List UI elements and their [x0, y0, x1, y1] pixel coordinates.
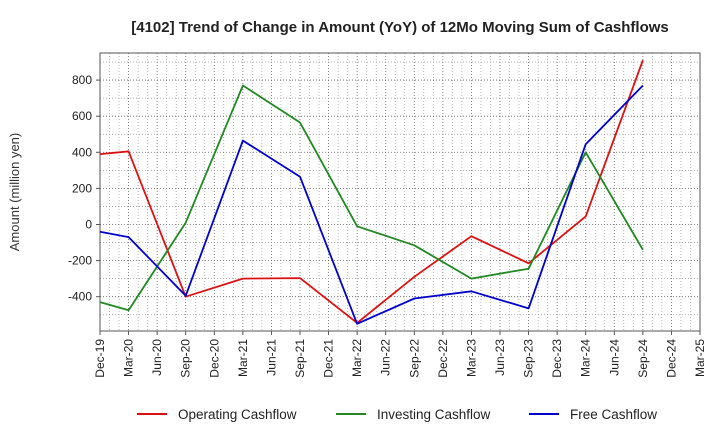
x-tick-label: Dec-21 — [322, 339, 336, 378]
y-tick-label: 800 — [72, 73, 92, 87]
x-tick-label: Jun-21 — [264, 339, 278, 376]
x-tick-label: Jun-24 — [607, 339, 621, 376]
chart-title: [4102] Trend of Change in Amount (YoY) o… — [131, 19, 669, 36]
x-tick-label: Jun-22 — [379, 339, 393, 376]
grid — [100, 53, 700, 331]
x-tick-label: Dec-22 — [436, 339, 450, 378]
plot-frame — [99, 52, 701, 332]
series-line-investing-cashflow — [99, 84, 644, 312]
legend: Operating Cashflow Investing Cashflow Free… — [137, 407, 657, 422]
x-tick-label: Mar-25 — [693, 339, 707, 377]
x-tick-label: Sep-23 — [522, 339, 536, 378]
y-tick-label: 400 — [72, 145, 92, 159]
series-line-free-cashflow — [99, 84, 644, 325]
x-tick-label: Sep-21 — [293, 339, 307, 378]
x-tick-label: Dec-19 — [93, 339, 107, 378]
series-group — [99, 59, 644, 325]
x-tick-label: Mar-22 — [350, 339, 364, 377]
x-tick-label: Dec-23 — [550, 339, 564, 378]
y-tick-label: 200 — [72, 181, 92, 195]
x-tick-label: Sep-24 — [636, 339, 650, 378]
x-tick-label: Sep-20 — [179, 339, 193, 378]
y-tick-label: 600 — [72, 109, 92, 123]
x-tick-label: Dec-20 — [207, 339, 221, 378]
series-line-operating-cashflow — [99, 59, 644, 324]
x-tick-label: Mar-20 — [122, 339, 136, 377]
y-tick-label: 0 — [85, 217, 92, 231]
x-axis: Dec-19 Mar-20 Jun-20 Sep-20 Dec-20 Mar-21 Jun-… — [93, 331, 707, 378]
y-axis: -400 -200 0 200 400 600 800 — [68, 73, 100, 304]
x-tick-label: Mar-21 — [236, 339, 250, 377]
legend-label: Investing Cashflow — [377, 407, 491, 422]
x-tick-label: Mar-23 — [464, 339, 478, 377]
x-tick-label: Jun-23 — [493, 339, 507, 376]
y-tick-label: -400 — [68, 290, 92, 304]
legend-label: Operating Cashflow — [178, 407, 297, 422]
x-tick-label: Sep-22 — [407, 339, 421, 378]
x-tick-label: Mar-24 — [579, 339, 593, 377]
x-tick-label: Jun-20 — [150, 339, 164, 376]
y-axis-label: Amount (million yen) — [7, 133, 22, 252]
legend-label: Free Cashflow — [570, 407, 657, 422]
y-tick-label: -200 — [68, 254, 92, 268]
x-tick-label: Dec-24 — [664, 339, 678, 378]
